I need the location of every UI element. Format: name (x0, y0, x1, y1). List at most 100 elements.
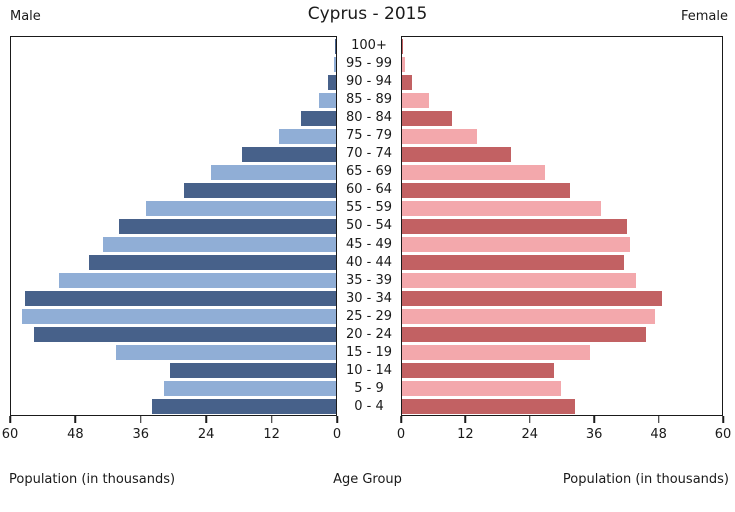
bar-female-70-74 (402, 146, 511, 162)
bar-row (402, 55, 722, 73)
bar-female-25-29 (402, 308, 655, 324)
bar-female-10-14 (402, 362, 554, 378)
bar-row (11, 37, 336, 55)
age-label-5-9: 5 - 9 (337, 379, 401, 398)
bar-female-75-79 (402, 128, 478, 144)
axis-tick (74, 416, 77, 423)
bar-male-80-84 (300, 110, 336, 126)
male-plot-area (10, 36, 337, 416)
axis-tick-label-36: 36 (132, 427, 150, 442)
bar-row (11, 55, 336, 73)
bar-row (402, 127, 722, 145)
age-label-85-89: 85 - 89 (337, 90, 401, 109)
bar-row (11, 217, 336, 235)
axis-tick-label-48: 48 (650, 427, 667, 442)
axis-tick-label-24: 24 (197, 427, 215, 442)
bar-row (11, 397, 336, 415)
bar-row (11, 145, 336, 163)
age-label-50-54: 50 - 54 (337, 216, 401, 236)
axis-tick-label-0: 0 (332, 427, 342, 442)
bar-row (402, 325, 722, 343)
age-label-0-4: 0 - 4 (337, 397, 401, 416)
age-label-55-59: 55 - 59 (337, 198, 401, 217)
bar-female-80-84 (402, 110, 452, 126)
bar-row (11, 325, 336, 343)
bar-row (11, 127, 336, 145)
axis-tick-label-12: 12 (263, 427, 280, 442)
male-bars-container (11, 37, 336, 415)
axis-tick (593, 416, 595, 423)
axis-tick-label-36: 36 (585, 427, 603, 442)
bar-female-40-44 (402, 254, 624, 270)
bar-row (402, 199, 722, 217)
bar-row (402, 163, 722, 181)
age-label-80-84: 80 - 84 (337, 108, 401, 127)
female-x-axis: 0 12 24 36 48 60 (397, 416, 731, 456)
bar-female-100plus (402, 38, 403, 54)
axis-tick-label-24: 24 (521, 427, 539, 442)
bar-male-100plus (334, 38, 336, 54)
bar-male-45-49 (103, 236, 336, 252)
bar-female-50-54 (402, 218, 627, 234)
bar-female-35-39 (402, 272, 637, 288)
bar-row (402, 217, 722, 235)
male-axis-caption: Population (in thousands) (9, 472, 176, 487)
chart-title: Cyprus - 2015 (307, 4, 428, 24)
axis-tick (205, 416, 207, 423)
bar-male-35-39 (58, 272, 336, 288)
bar-female-60-64 (402, 182, 570, 198)
age-label-95-99: 95 - 99 (337, 54, 401, 73)
female-plot-area (401, 36, 723, 416)
bar-female-0-4 (402, 398, 575, 414)
bar-row (11, 73, 336, 91)
age-label-10-14: 10 - 14 (337, 361, 401, 380)
bar-female-15-19 (402, 344, 590, 360)
bar-row (402, 271, 722, 289)
axis-tick-label-48: 48 (67, 427, 84, 442)
bar-female-20-24 (402, 326, 647, 342)
axis-tick (464, 416, 467, 423)
age-label-75-79: 75 - 79 (337, 126, 401, 145)
age-label-100plus: 100+ (337, 36, 401, 55)
bar-row (11, 289, 336, 307)
axis-tick (336, 416, 338, 423)
bar-male-25-29 (21, 308, 336, 324)
age-label-60-64: 60 - 64 (337, 180, 401, 199)
age-label-40-44: 40 - 44 (337, 253, 401, 272)
age-label-70-74: 70 - 74 (337, 144, 401, 163)
age-group-caption: Age Group (333, 472, 402, 487)
bar-male-70-74 (242, 146, 336, 162)
bar-female-85-89 (402, 92, 430, 108)
bar-row (11, 235, 336, 253)
bar-male-55-59 (146, 200, 336, 216)
bar-row (11, 109, 336, 127)
bar-male-95-99 (333, 56, 336, 72)
bar-row (11, 199, 336, 217)
axis-tick (657, 416, 660, 423)
axis-tick (9, 416, 11, 423)
bar-row (402, 37, 722, 55)
male-side-label: Male (10, 9, 41, 24)
bar-male-75-79 (278, 128, 336, 144)
female-side-label: Female (680, 9, 728, 24)
bar-female-90-94 (402, 74, 413, 90)
age-label-90-94: 90 - 94 (337, 72, 401, 91)
bar-female-5-9 (402, 380, 561, 396)
bar-male-10-14 (170, 362, 336, 378)
axis-tick-label-12: 12 (457, 427, 474, 442)
bar-row (11, 307, 336, 325)
bar-row (402, 145, 722, 163)
bar-female-95-99 (402, 56, 405, 72)
bar-row (11, 343, 336, 361)
bar-male-30-34 (24, 290, 336, 306)
bar-row (402, 91, 722, 109)
female-axis-caption: Population (in thousands) (562, 472, 729, 487)
bar-row (11, 271, 336, 289)
age-label-20-24: 20 - 24 (337, 325, 401, 344)
age-label-65-69: 65 - 69 (337, 162, 401, 181)
age-label-15-19: 15 - 19 (337, 343, 401, 362)
axis-tick (140, 416, 142, 423)
bar-row (402, 343, 722, 361)
bar-row (402, 307, 722, 325)
axis-tick-label-60: 60 (714, 427, 732, 442)
